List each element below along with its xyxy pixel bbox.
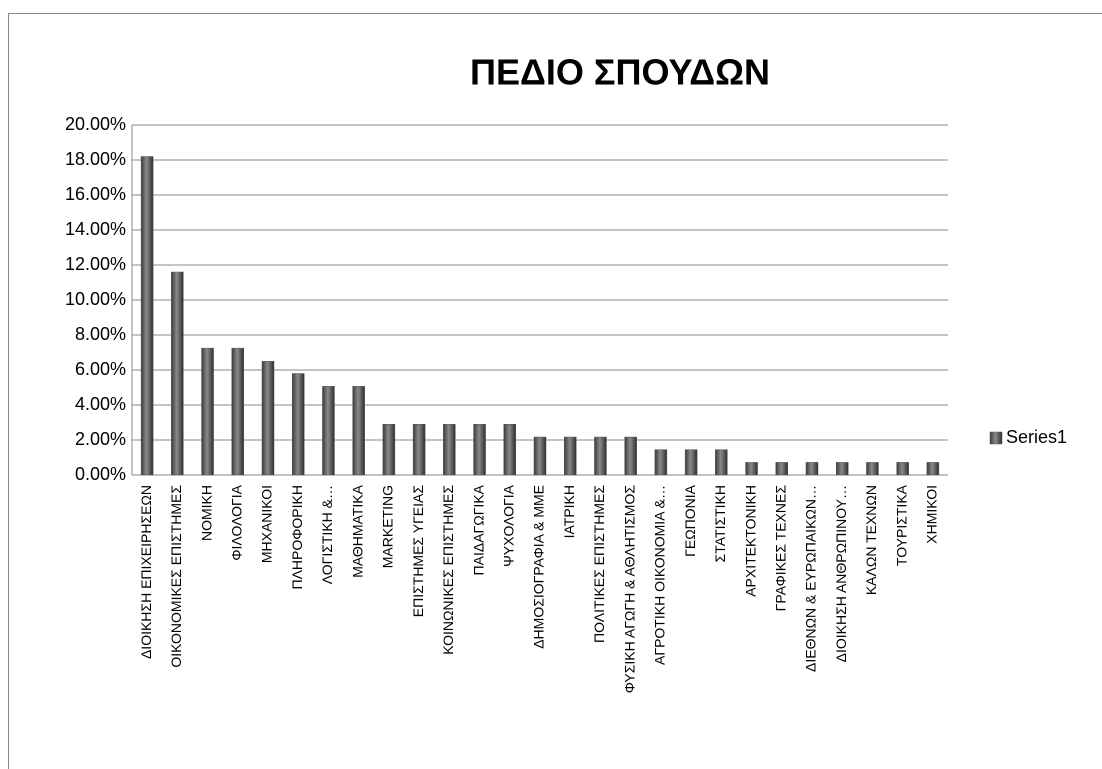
x-tick-label: ΠΑΙΔΑΓΩΓΙΚΑ — [470, 484, 486, 575]
bar — [503, 424, 517, 476]
bar — [352, 386, 365, 476]
bar — [201, 347, 214, 476]
bar — [382, 424, 396, 476]
x-tick-label: ΦΙΛΟΛΟΓΙΑ — [228, 484, 244, 560]
y-tick-label: 16.00% — [65, 184, 126, 204]
y-tick-label: 20.00% — [65, 114, 126, 134]
x-tick-label: ΛΟΓΙΣΤΙΚΗ &… — [319, 485, 335, 584]
x-tick-label: ΚΑΛΩΝ ΤΕΧΝΩΝ — [863, 485, 879, 595]
bar — [261, 361, 275, 476]
x-tick-label: ΔΙΕΘΝΩΝ & ΕΥΡΩΠΑΙΚΩΝ… — [803, 485, 819, 672]
bar — [775, 462, 789, 476]
y-tick-label: 10.00% — [65, 289, 126, 309]
bar — [926, 462, 940, 476]
x-tick-label: ΔΗΜΟΣΙΟΓΡΑΦΙΑ & ΜΜΕ — [531, 485, 547, 649]
y-tick-label: 4.00% — [75, 394, 126, 414]
x-tick-label: ΓΕΩΠΟΝΙΑ — [682, 484, 698, 557]
bar — [594, 436, 607, 476]
bar — [684, 449, 698, 476]
chart-border — [8, 13, 1102, 769]
x-tick-label: ΝΟΜΙΚΗ — [198, 485, 214, 541]
x-tick-label: MARKETING — [380, 485, 396, 568]
x-tick-label: ΑΡΧΙΤΕΚΤΟΝΙΚΗ — [742, 485, 758, 597]
bar — [624, 436, 637, 476]
x-tick-label: ΑΓΡΟΤΙΚΗ ΟΙΚΟΝΟΜΙΑ &… — [652, 485, 668, 665]
bar — [715, 449, 728, 476]
bar — [473, 424, 486, 476]
x-tick-label: ΠΟΛΙΤΙΚΕΣ ΕΠΙΣΤΗΜΕΣ — [591, 485, 607, 643]
chart-title: ΠΕΔΙΟ ΣΠΟΥΔΩΝ — [470, 52, 770, 93]
x-tick-label: ΜΗΧΑΝΙΚΟΙ — [259, 485, 275, 563]
bar — [563, 436, 577, 476]
bar — [322, 386, 335, 476]
y-tick-label: 6.00% — [75, 359, 126, 379]
bar — [412, 424, 426, 476]
bar — [231, 347, 245, 476]
bar — [866, 462, 879, 476]
bar — [896, 462, 909, 476]
bar — [171, 271, 184, 476]
x-tick-label: ΠΛΗΡΟΦΟΡΙΚΗ — [289, 485, 305, 590]
x-tick-label: ΣΤΑΤΙΣΤΙΚΗ — [712, 485, 728, 562]
bar — [745, 462, 758, 476]
y-tick-label: 14.00% — [65, 219, 126, 239]
x-tick-label: ΚΟΙΝΩΝΙΚΕΣ ΕΠΙΣΤΗΜΕΣ — [440, 485, 456, 655]
y-tick-label: 0.00% — [75, 464, 126, 484]
x-tick-label: ΨΥΧΟΛΟΓΙΑ — [500, 484, 516, 567]
x-tick-label: ΜΑΘΗΜΑΤΙΚΑ — [349, 484, 365, 577]
x-tick-label: ΕΠΙΣΤΗΜΕΣ ΥΓΕΙΑΣ — [410, 485, 426, 618]
x-tick-label: ΓΡΑΦΙΚΕΣ ΤΕΧΝΕΣ — [772, 485, 788, 612]
x-tick-label: ΦΥΣΙΚΗ ΑΓΩΓΗ & ΑΘΛΗΤΙΣΜΟΣ — [621, 485, 637, 694]
bar — [805, 462, 819, 476]
x-tick-label: ΔΙΟΙΚΗΣΗ ΕΠΙΧΕΙΡΗΣΕΩΝ — [138, 485, 154, 659]
legend-marker — [989, 431, 1003, 445]
bar — [654, 449, 668, 476]
legend-label: Series1 — [1006, 427, 1067, 447]
bar — [533, 436, 547, 476]
x-tick-label: ΧΗΜΙΚΟΙ — [924, 485, 940, 544]
bar — [443, 424, 456, 476]
bar — [835, 462, 849, 476]
y-tick-label: 18.00% — [65, 149, 126, 169]
x-tick-label: ΟΙΚΟΝΟΜΙΚΕΣ ΕΠΙΣΤΗΜΕΣ — [168, 485, 184, 668]
x-tick-label: ΙΑΤΡΙΚΗ — [561, 485, 577, 538]
bar — [140, 156, 154, 476]
y-tick-label: 8.00% — [75, 324, 126, 344]
x-tick-label: ΔΙΟΙΚΗΣΗ ΑΝΘΡΩΠΙΝΟΥ… — [833, 485, 849, 662]
x-tick-label: ΤΟΥΡΙΣΤΙΚΑ — [893, 484, 909, 566]
y-tick-label: 12.00% — [65, 254, 126, 274]
bar — [291, 373, 305, 476]
y-tick-label: 2.00% — [75, 429, 126, 449]
